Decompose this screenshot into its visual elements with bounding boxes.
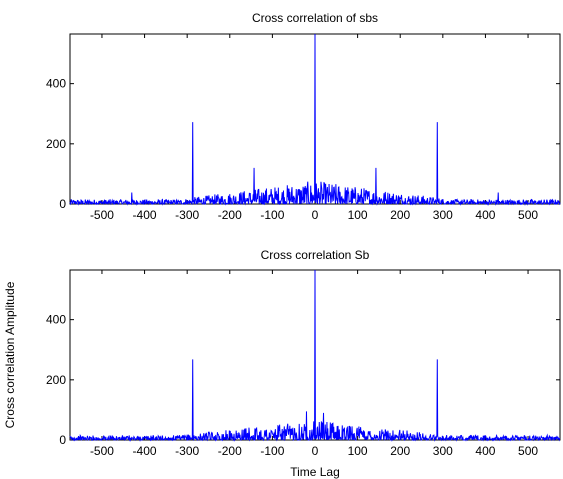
chart-title: Cross correlation Sb: [261, 248, 370, 262]
data-line: [69, 269, 561, 442]
x-tick-label: 300: [433, 208, 453, 222]
x-tick-label: -400: [133, 444, 157, 458]
x-tick-label: 400: [475, 208, 495, 222]
y-tick-label: 0: [59, 197, 66, 211]
y-tick-label: 200: [46, 373, 66, 387]
x-axis-label: Time Lag: [290, 465, 340, 479]
x-tick-label: -300: [175, 444, 199, 458]
x-ticks: -500 -400 -300 -200 -100 0 100 200 300 400 500: [90, 270, 538, 458]
y-axis-label: Cross correlation Amplitude: [3, 281, 17, 428]
x-tick-label: 300: [433, 444, 453, 458]
y-tick-label: 400: [46, 77, 66, 91]
y-ticks: 0 200 400: [46, 313, 560, 447]
y-tick-label: 0: [59, 433, 66, 447]
y-tick-label: 200: [46, 137, 66, 151]
x-tick-label: -200: [218, 208, 242, 222]
y-ticks: 0 200 400: [46, 77, 560, 211]
subplot-top: Cross correlation of sbs -500 -400 -300 -20…: [46, 11, 561, 222]
x-tick-label: -500: [90, 208, 114, 222]
x-tick-label: 0: [312, 208, 319, 222]
x-tick-label: -400: [133, 208, 157, 222]
x-tick-label: 500: [518, 444, 538, 458]
x-tick-label: 200: [390, 208, 410, 222]
x-tick-label: 500: [518, 208, 538, 222]
x-tick-label: 100: [348, 208, 368, 222]
x-tick-label: -300: [175, 208, 199, 222]
chart-title: Cross correlation of sbs: [252, 11, 378, 25]
x-tick-label: -200: [218, 444, 242, 458]
x-tick-label: -100: [260, 208, 284, 222]
x-tick-label: 0: [312, 444, 319, 458]
x-tick-label: 200: [390, 444, 410, 458]
x-tick-label: 400: [475, 444, 495, 458]
subplot-bottom: Cross correlation Sb -500 -400 -300 -200 -10…: [3, 248, 561, 479]
data-line: [69, 33, 561, 206]
x-tick-label: 100: [348, 444, 368, 458]
x-tick-label: -100: [260, 444, 284, 458]
y-tick-label: 400: [46, 313, 66, 327]
x-tick-label: -500: [90, 444, 114, 458]
x-ticks: -500 -400 -300 -200 -100 0 100 200 300 400 500: [90, 34, 538, 222]
